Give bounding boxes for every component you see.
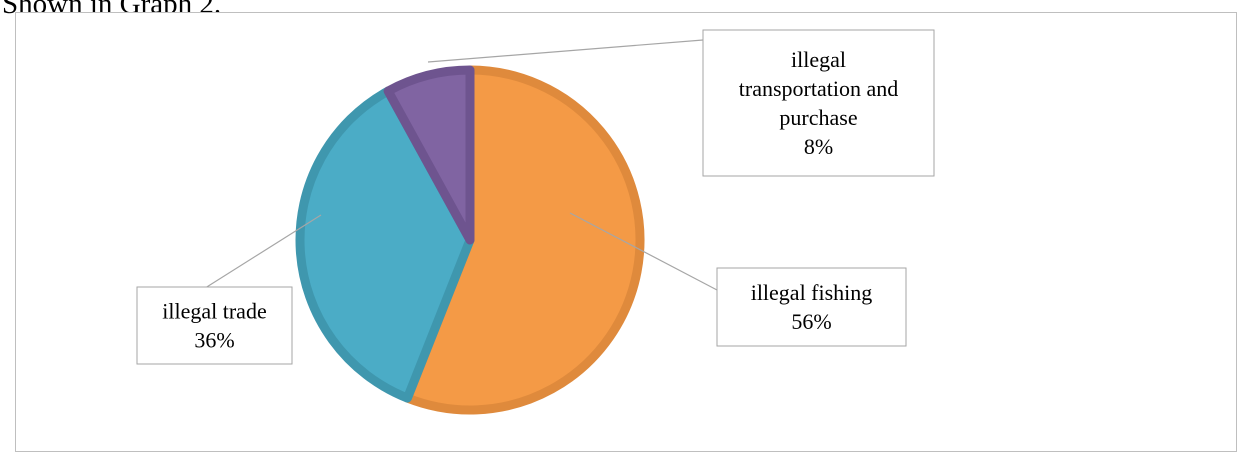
data-label-box [702,29,935,177]
data-label-percent: 56% [791,309,831,334]
data-labels: illegal fishing 56% illegal trade 36% illega… [136,29,935,365]
data-label-percent: 36% [194,328,234,353]
pie-slices [295,65,645,415]
pie-slice-illegal-fishing [402,65,645,415]
data-label-box [136,286,293,365]
data-label-category: transportation and [739,76,898,101]
pie-slice-illegal-transportation-and-purchase [383,65,475,245]
data-label-category: illegal trade [162,299,266,324]
data-label-category: illegal fishing [751,280,873,305]
leader-lines [206,39,718,291]
data-label-percent: 8% [804,134,833,159]
data-label-category: purchase [779,105,857,130]
data-label-box [716,267,907,347]
leader-line [206,214,322,288]
leader-line [427,39,704,63]
data-label-category: illegal [791,47,846,72]
leader-line [569,212,718,291]
